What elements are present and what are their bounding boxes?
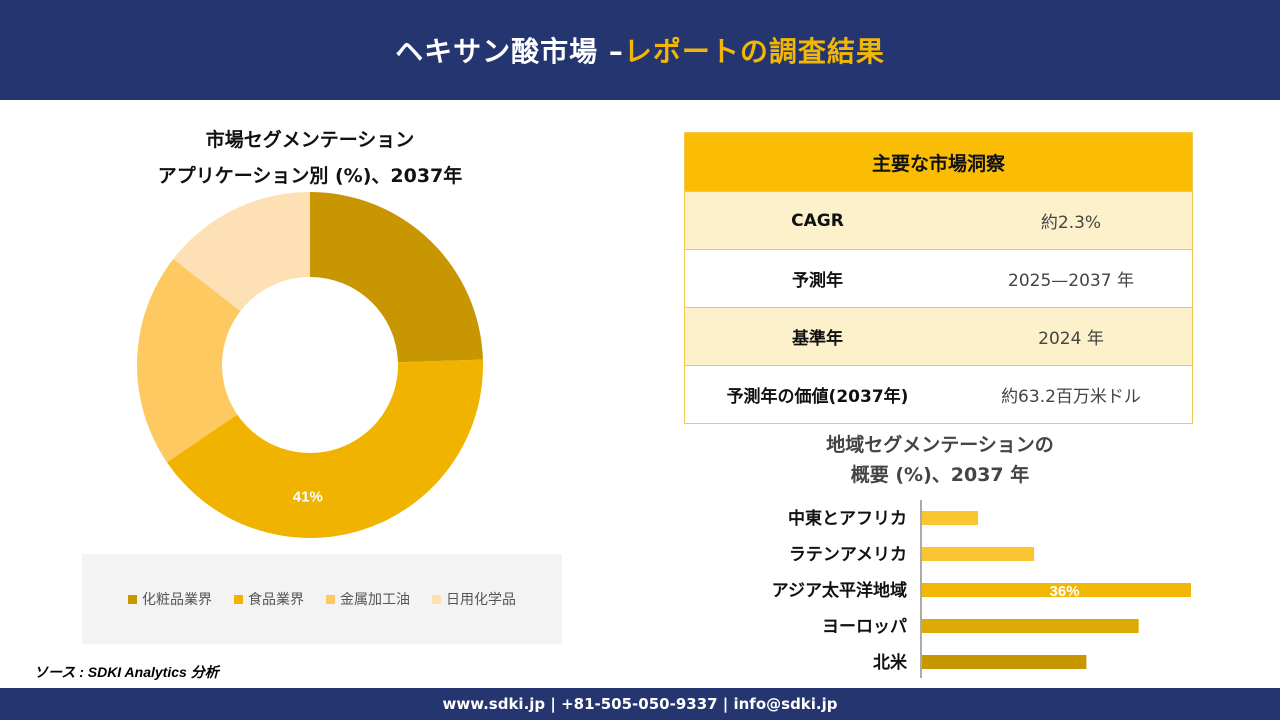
legend-swatch — [326, 594, 335, 604]
legend-swatch — [234, 594, 243, 604]
table-row: 基準年 2024 年 — [685, 307, 1192, 365]
donut-title-line2: アプリケーション別 (%)、2037年 — [157, 165, 463, 187]
table-key: 基準年 — [792, 329, 843, 349]
donut-legend: 化粧品業界 食品業界 金属加工油 日用化学品 — [82, 554, 562, 644]
legend-label: 化粧品業界 — [142, 592, 212, 608]
bar — [922, 583, 1191, 597]
bar-category-label: ヨーロッパ — [822, 617, 907, 637]
table-key: CAGR — [791, 210, 844, 231]
bar-title-line1: 地域セグメンテーションの — [826, 434, 1054, 456]
table-key: 予測年の価値(2037年) — [726, 387, 909, 407]
legend-label: 金属加工油 — [340, 592, 410, 608]
donut-chart-title: 市場セグメンテーション アプリケーション別 (%)、2037年 — [120, 122, 500, 194]
donut-slice — [137, 258, 241, 463]
legend-item-household: 日用化学品 — [432, 589, 516, 609]
table-row: CAGR 約2.3% — [685, 191, 1192, 249]
donut-slice — [310, 192, 483, 363]
key-insights-table: 主要な市場洞察 CAGR 約2.3% 予測年 2025—2037 年 基準年 2… — [684, 132, 1193, 424]
bar-chart-title: 地域セグメンテーションの 概要 (%)、2037 年 — [760, 430, 1120, 490]
table-key: 予測年 — [792, 271, 843, 291]
bar-title-line2: 概要 (%)、2037 年 — [850, 464, 1030, 486]
footer-contact: www.sdki.jp | +81-505-050-9337 | info@sd… — [0, 688, 1280, 720]
source-note: ソース : SDKI Analytics 分析 — [34, 664, 219, 680]
legend-item-metalworking: 金属加工油 — [326, 589, 410, 609]
header-banner: ヘキサン酸市場 –レポートの調査結果 — [0, 0, 1280, 100]
bar — [922, 619, 1139, 633]
bar-category-label: 中東とアフリカ — [788, 508, 907, 529]
table-header: 主要な市場洞察 — [685, 133, 1192, 191]
table-value: 約63.2百万米ドル — [1001, 387, 1141, 407]
donut-slice — [166, 359, 484, 538]
legend-item-cosmetics: 化粧品業界 — [128, 589, 212, 609]
page-title: ヘキサン酸市場 –レポートの調査結果 — [395, 30, 885, 70]
donut-title-line1: 市場セグメンテーション — [205, 129, 415, 151]
donut-chart: 41% — [137, 192, 484, 538]
title-main: ヘキサン酸市場 – — [395, 35, 624, 68]
bar — [922, 547, 1035, 561]
donut-slice — [173, 192, 310, 312]
table-value: 約2.3% — [1040, 213, 1102, 233]
donut-data-label: 41% — [293, 489, 323, 506]
table-value: 2024 年 — [1038, 329, 1104, 349]
legend-item-food: 食品業界 — [234, 589, 304, 609]
bar-category-label: ラテンアメリカ — [789, 545, 907, 565]
table-row: 予測年の価値(2037年) 約63.2百万米ドル — [685, 365, 1192, 423]
table-value: 2025—2037 年 — [1008, 271, 1134, 291]
legend-swatch — [128, 594, 137, 604]
table-row: 予測年 2025—2037 年 — [685, 249, 1192, 307]
title-accent: レポートの調査結果 — [623, 35, 885, 68]
bar — [922, 511, 979, 525]
bar — [922, 655, 1087, 669]
legend-label: 食品業界 — [248, 592, 304, 608]
legend-swatch — [432, 594, 441, 604]
bar-category-label: アジア太平洋地域 — [772, 580, 907, 601]
bar-data-label: 36% — [1050, 583, 1080, 600]
legend-label: 日用化学品 — [446, 592, 516, 608]
bar-category-label: 北米 — [873, 652, 908, 673]
